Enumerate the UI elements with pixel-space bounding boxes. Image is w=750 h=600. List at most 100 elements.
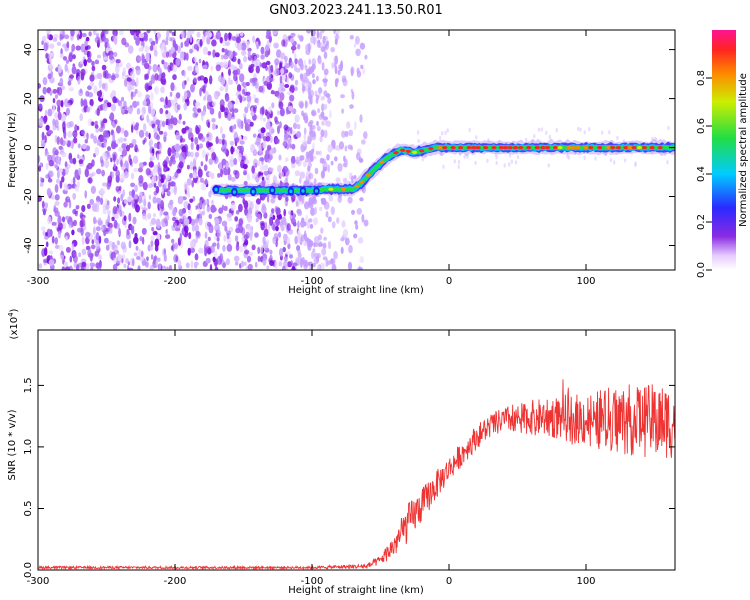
noise-speckle: [299, 102, 304, 109]
noise-speckle: [260, 244, 264, 254]
noise-speckle: [246, 212, 252, 219]
noise-speckle: [171, 159, 177, 165]
noise-speckle: [147, 201, 151, 210]
noise-speckle: [297, 34, 301, 39]
noise-speckle: [233, 158, 238, 166]
noise-speckle: [132, 216, 137, 225]
noise-speckle: [96, 72, 103, 80]
noise-speckle: [229, 125, 233, 133]
noise-speckle: [183, 225, 189, 233]
noise-speckle: [300, 260, 303, 268]
noise-speckle: [153, 30, 157, 35]
noise-speckle: [282, 165, 288, 173]
noise-speckle: [91, 65, 95, 71]
noise-speckle: [421, 157, 424, 162]
noise-speckle: [277, 125, 280, 135]
noise-speckle: [531, 139, 534, 144]
noise-speckle: [41, 40, 44, 46]
noise-speckle: [81, 261, 85, 267]
noise-speckle: [95, 200, 101, 206]
noise-speckle: [118, 227, 121, 236]
noise-speckle: [172, 208, 177, 217]
noise-speckle: [301, 196, 305, 204]
noise-speckle: [41, 131, 45, 141]
noise-speckle: [180, 31, 185, 39]
noise-speckle: [183, 70, 186, 78]
noise-speckle: [86, 58, 92, 63]
noise-speckle: [45, 52, 49, 60]
noise-speckle: [57, 87, 63, 96]
noise-speckle: [240, 260, 245, 268]
noise-speckle: [167, 112, 172, 120]
noise-speckle: [91, 121, 95, 126]
noise-speckle: [349, 35, 354, 40]
noise-speckle: [279, 52, 286, 60]
noise-speckle: [167, 147, 172, 157]
noise-speckle: [347, 261, 353, 270]
noise-speckle: [119, 30, 124, 36]
noise-speckle: [148, 104, 152, 114]
noise-speckle: [103, 139, 107, 148]
noise-speckle: [227, 101, 233, 110]
ridge-core: [605, 146, 612, 150]
noise-speckle: [172, 64, 178, 73]
colorbar-gradient: [712, 30, 736, 270]
noise-speckle: [142, 212, 147, 220]
noise-speckle: [567, 155, 571, 160]
noise-speckle: [85, 262, 90, 270]
noise-speckle: [144, 45, 149, 53]
noise-speckle: [277, 164, 282, 173]
noise-speckle: [158, 263, 162, 270]
noise-speckle: [139, 236, 143, 242]
noise-speckle: [133, 124, 139, 131]
noise-speckle: [80, 227, 84, 236]
noise-speckle: [274, 58, 280, 66]
noise-speckle: [54, 237, 58, 245]
noise-speckle: [197, 168, 203, 178]
noise-speckle: [65, 235, 68, 242]
noise-speckle: [57, 230, 62, 239]
noise-speckle: [290, 61, 294, 69]
ridge-core: [557, 146, 563, 150]
x-tick-label: -200: [164, 576, 187, 587]
noise-speckle: [214, 52, 220, 58]
noise-speckle: [289, 94, 295, 102]
noise-speckle: [244, 249, 250, 255]
noise-speckle: [280, 224, 285, 232]
noise-speckle: [92, 203, 97, 212]
noise-speckle: [338, 64, 341, 70]
noise-speckle: [206, 101, 212, 110]
noise-speckle: [349, 104, 354, 109]
noise-speckle: [164, 267, 167, 270]
noise-speckle: [149, 45, 154, 51]
noise-speckle: [54, 194, 60, 201]
noise-speckle: [283, 208, 287, 217]
noise-speckle: [68, 87, 75, 92]
noise-speckle: [156, 197, 162, 205]
noise-speckle: [116, 125, 121, 134]
noise-speckle: [254, 141, 261, 146]
noise-speckle: [220, 168, 223, 178]
noise-speckle: [310, 65, 315, 73]
noise-speckle: [272, 175, 278, 181]
noise-speckle: [257, 255, 261, 262]
noise-speckle: [59, 35, 62, 41]
noise-speckle: [159, 107, 164, 115]
noise-speckle: [57, 105, 61, 113]
noise-speckle: [314, 167, 319, 175]
noise-speckle: [322, 242, 327, 249]
noise-speckle: [318, 150, 322, 156]
noise-speckle: [184, 42, 190, 47]
noise-speckle: [42, 86, 47, 95]
noise-speckle: [69, 255, 73, 263]
noise-speckle: [173, 102, 178, 112]
spectrogram-y-label: Frequency (Hz): [7, 112, 18, 188]
noise-speckle: [319, 157, 325, 164]
noise-speckle: [334, 55, 338, 65]
colorbar-tick-label: 0.4: [696, 166, 707, 182]
noise-speckle: [237, 153, 242, 162]
noise-speckle: [46, 187, 52, 197]
noise-speckle: [273, 42, 279, 49]
noise-speckle: [166, 30, 170, 38]
noise-speckle: [333, 250, 338, 260]
